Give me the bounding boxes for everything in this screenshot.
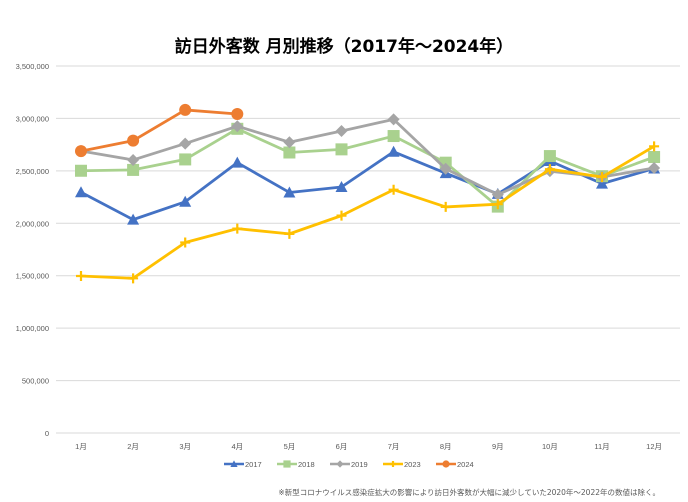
- plus-marker: [336, 210, 347, 221]
- y-tick-label: 2,000,000: [16, 219, 49, 228]
- x-tick-label: 1月: [75, 442, 87, 451]
- square-marker: [335, 143, 348, 156]
- diamond-marker: [231, 120, 244, 133]
- plus-marker: [128, 273, 139, 284]
- series-2023: [76, 141, 660, 284]
- legend-label: 2024: [457, 460, 474, 469]
- x-tick-label: 10月: [542, 442, 558, 451]
- y-tick-label: 3,000,000: [16, 114, 49, 123]
- series-line: [80, 117, 655, 197]
- legend-label: 2019: [351, 460, 368, 469]
- diamond-marker: [439, 162, 452, 175]
- square-marker: [543, 150, 556, 163]
- diamond-marker: [336, 460, 344, 468]
- triangle-marker: [230, 460, 238, 467]
- series-2017: [75, 145, 661, 225]
- series-line: [80, 150, 655, 222]
- gridlines: [56, 65, 680, 434]
- square-marker: [283, 460, 291, 468]
- plus-marker: [76, 271, 86, 282]
- square-marker: [75, 164, 87, 177]
- series-line: [80, 127, 655, 209]
- series-2019: [75, 113, 661, 201]
- x-tick-label: 3月: [179, 442, 191, 451]
- legend-item-2018: 2018: [277, 460, 315, 469]
- plus-marker: [390, 461, 396, 467]
- x-tick-label: 2月: [127, 442, 139, 451]
- plus-marker: [492, 199, 503, 210]
- legend-label: 2018: [298, 460, 315, 469]
- plus-marker: [180, 237, 191, 248]
- plus-marker: [649, 141, 660, 152]
- diamond-marker: [491, 188, 504, 201]
- triangle-marker: [283, 186, 296, 198]
- x-tick-label: 5月: [284, 442, 296, 451]
- circle-marker: [75, 145, 87, 158]
- series-2024: [75, 103, 244, 158]
- triangle-marker: [179, 195, 192, 207]
- legend: 2017 2018 2019 2023 2024: [224, 460, 474, 469]
- legend-item-2024: 2024: [436, 460, 474, 469]
- square-marker: [127, 163, 140, 176]
- plus-marker: [232, 223, 243, 234]
- circle-marker: [179, 103, 192, 116]
- circle-marker: [442, 460, 450, 468]
- x-tick-label: 4月: [231, 442, 243, 451]
- plus-marker: [597, 172, 607, 183]
- plus-marker: [440, 201, 451, 212]
- x-tick-label: 12月: [646, 442, 662, 451]
- series-group: [75, 103, 661, 284]
- legend-item-2019: 2019: [330, 460, 368, 469]
- y-axis-ticks: 0 500,000 1,000,000 1,500,000 2,000,000 2,500…: [16, 62, 49, 438]
- footnote: ※新型コロナウイルス感染症拡大の影響により訪日外客数が大幅に減少していた2020…: [278, 487, 660, 497]
- x-tick-label: 7月: [388, 442, 400, 451]
- triangle-marker: [75, 186, 87, 198]
- x-tick-label: 6月: [336, 442, 348, 451]
- legend-item-2023: 2023: [383, 460, 421, 469]
- chart-title: 訪日外客数 月別推移（2017年～2024年）: [175, 36, 514, 57]
- y-tick-label: 1,000,000: [16, 324, 49, 333]
- diamond-marker: [283, 136, 296, 149]
- y-tick-label: 3,500,000: [16, 62, 49, 71]
- x-tick-label: 11月: [594, 442, 609, 451]
- legend-item-2017: 2017: [224, 460, 262, 469]
- plus-marker: [388, 184, 399, 195]
- x-tick-label: 9月: [492, 442, 504, 451]
- diamond-marker: [335, 125, 348, 138]
- triangle-marker: [335, 181, 348, 193]
- series-line: [80, 145, 655, 280]
- square-marker: [387, 130, 400, 143]
- legend-label: 2017: [245, 460, 262, 469]
- triangle-marker: [127, 213, 140, 225]
- legend-label: 2023: [404, 460, 421, 469]
- diamond-marker: [648, 162, 661, 175]
- diamond-marker: [179, 137, 192, 150]
- y-tick-label: 1,500,000: [16, 272, 49, 281]
- x-tick-label: 8月: [440, 442, 452, 451]
- circle-marker: [127, 134, 140, 147]
- plus-marker: [284, 228, 295, 239]
- square-marker: [283, 146, 296, 159]
- series-line: [80, 108, 238, 153]
- y-tick-label: 0: [45, 429, 49, 438]
- square-marker: [179, 153, 192, 166]
- square-marker: [648, 151, 661, 164]
- x-axis-ticks: 1月 2月 3月 4月 5月 6月 7月 8月 9月 10月 11月 12月: [75, 442, 662, 451]
- triangle-marker: [231, 156, 244, 168]
- diamond-marker: [127, 153, 140, 166]
- y-tick-label: 500,000: [22, 377, 49, 386]
- y-tick-label: 2,500,000: [16, 167, 49, 176]
- triangle-marker: [596, 177, 608, 189]
- diamond-marker: [387, 113, 400, 126]
- plus-marker: [544, 164, 555, 175]
- circle-marker: [231, 108, 244, 121]
- triangle-marker: [387, 145, 400, 157]
